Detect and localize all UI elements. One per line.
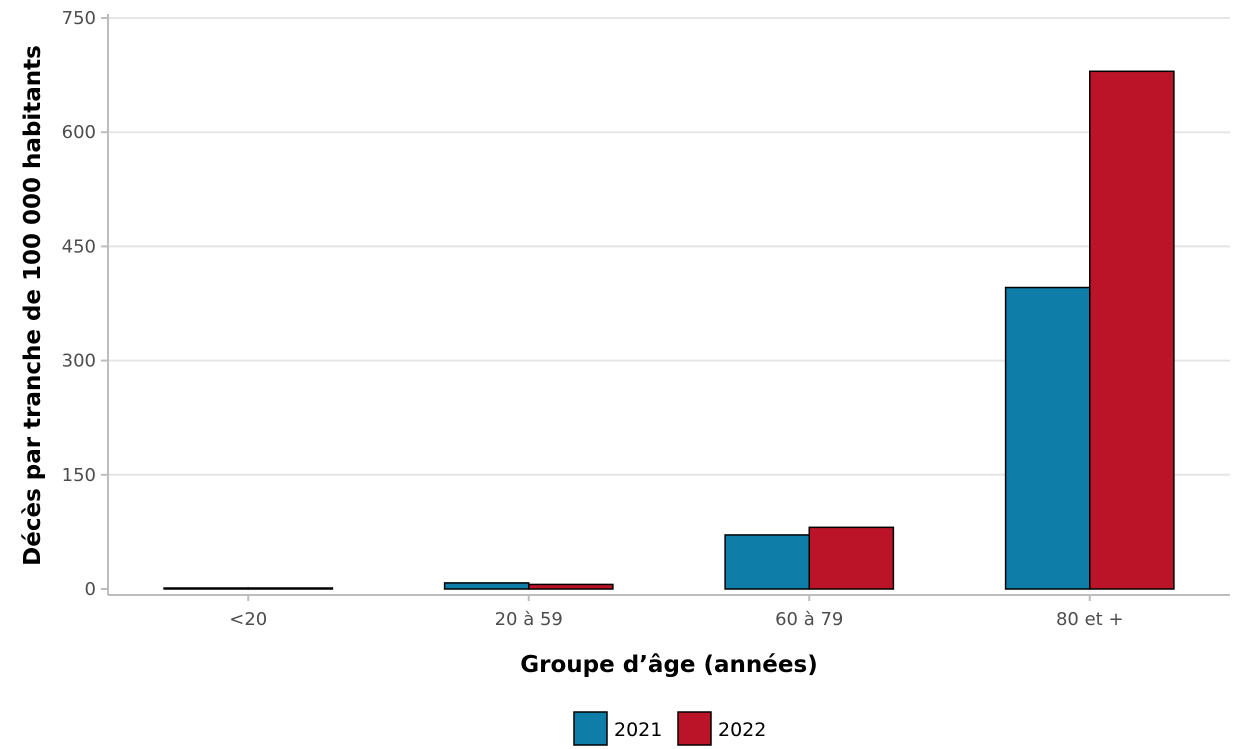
- y-tick-label: 150: [62, 465, 96, 486]
- x-tick-label: 80 et +: [1056, 609, 1124, 630]
- bar-2021-3: [1006, 288, 1090, 589]
- y-tick-label: 750: [62, 8, 96, 29]
- legend-swatch-2021: [574, 712, 607, 745]
- bar-2021-0: [164, 588, 248, 589]
- legend-swatch-2022: [678, 712, 711, 745]
- y-axis-title: Décès par tranche de 100 000 habitants: [20, 45, 46, 566]
- x-tick-label: <20: [229, 609, 267, 630]
- bar-2021-1: [445, 583, 529, 589]
- legend-label-2022: 2022: [718, 719, 766, 741]
- legend: 2021 2022: [574, 712, 766, 745]
- x-tick-label: 60 à 79: [775, 609, 843, 630]
- y-tick-label: 300: [62, 351, 96, 372]
- legend-label-2021: 2021: [614, 719, 662, 741]
- x-tick-label: 20 à 59: [495, 609, 563, 630]
- x-axis-title: Groupe d’âge (années): [520, 652, 817, 678]
- bars-layer: [164, 71, 1174, 589]
- y-tick-label: 450: [62, 236, 96, 257]
- bar-2022-0: [248, 588, 332, 589]
- y-tick-label: 0: [85, 579, 96, 600]
- y-tick-label: 600: [62, 122, 96, 143]
- bar-2022-1: [529, 584, 613, 589]
- bar-2022-3: [1090, 71, 1174, 589]
- bar-2021-2: [725, 535, 809, 589]
- bar-2022-2: [809, 527, 893, 589]
